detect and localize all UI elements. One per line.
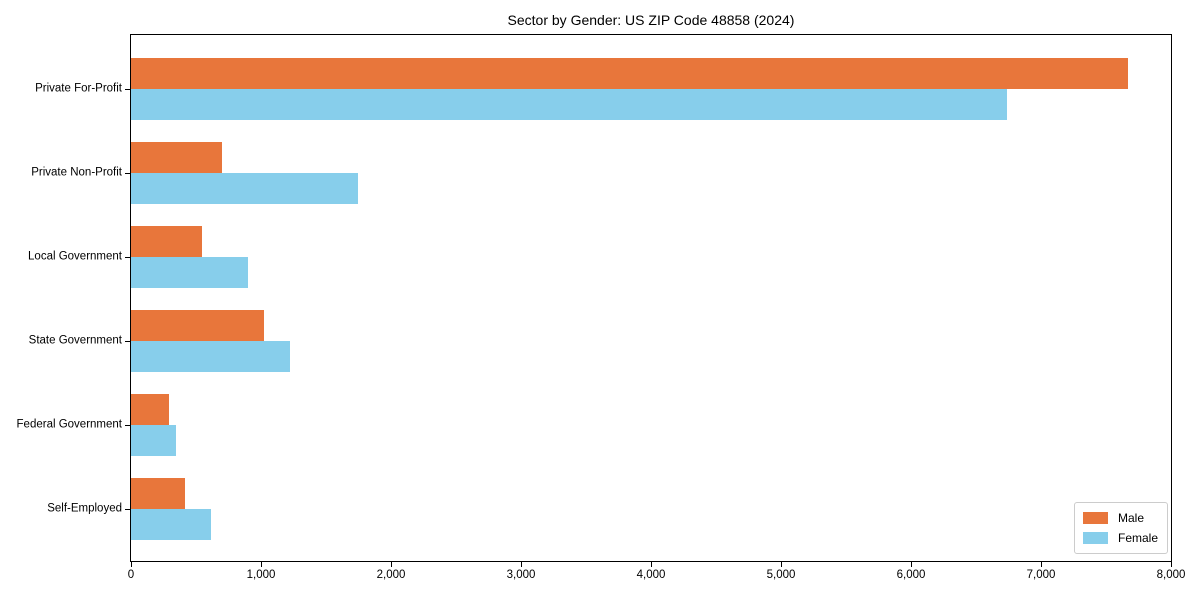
legend-swatch-male bbox=[1082, 512, 1108, 524]
y-tick-label-private-non-profit: Private Non-Profit bbox=[31, 166, 122, 179]
y-tick-label-private-for-profit: Private For-Profit bbox=[35, 82, 122, 95]
bar-male-self-employed bbox=[131, 478, 185, 509]
x-tick-mark bbox=[781, 562, 782, 567]
bar-female-federal-government bbox=[131, 425, 176, 456]
bar-male-private-non-profit bbox=[131, 142, 222, 173]
x-tick-mark bbox=[521, 562, 522, 567]
y-tick-mark bbox=[125, 509, 130, 510]
bar-male-federal-government bbox=[131, 394, 169, 425]
x-tick-label-3000: 3,000 bbox=[506, 569, 536, 581]
x-tick-label-6000: 6,000 bbox=[896, 569, 926, 581]
x-tick-label-5000: 5,000 bbox=[766, 569, 796, 581]
legend-label-male: Male bbox=[1117, 511, 1144, 525]
y-tick-mark bbox=[125, 89, 130, 90]
plot-area: Male Female bbox=[130, 34, 1172, 562]
x-tick-mark bbox=[911, 562, 912, 567]
y-tick-label-local-government: Local Government bbox=[28, 250, 122, 263]
y-tick-label-self-employed: Self-Employed bbox=[47, 502, 122, 515]
y-tick-mark bbox=[125, 173, 130, 174]
x-tick-mark bbox=[651, 562, 652, 567]
x-tick-mark bbox=[131, 562, 132, 567]
y-tick-mark bbox=[125, 341, 130, 342]
bar-female-private-non-profit bbox=[131, 173, 358, 204]
x-tick-label-4000: 4,000 bbox=[636, 569, 666, 581]
chart-title: Sector by Gender: US ZIP Code 48858 (202… bbox=[507, 12, 795, 28]
x-tick-label-8000: 8,000 bbox=[1156, 569, 1186, 581]
bar-male-private-for-profit bbox=[131, 58, 1128, 89]
x-tick-mark bbox=[1041, 562, 1042, 567]
x-tick-label-2000: 2,000 bbox=[376, 569, 406, 581]
legend-item-male: Male bbox=[1082, 508, 1158, 528]
x-tick-label-1000: 1,000 bbox=[246, 569, 276, 581]
legend: Male Female bbox=[1073, 502, 1168, 554]
legend-label-female: Female bbox=[1117, 531, 1158, 545]
x-tick-mark bbox=[261, 562, 262, 567]
bar-female-self-employed bbox=[131, 509, 211, 540]
x-tick-mark bbox=[1171, 562, 1172, 567]
bar-male-state-government bbox=[131, 310, 264, 341]
bar-female-local-government bbox=[131, 257, 248, 288]
bar-female-state-government bbox=[131, 341, 290, 372]
y-tick-label-state-government: State Government bbox=[28, 334, 122, 347]
y-tick-label-federal-government: Federal Government bbox=[16, 418, 122, 431]
y-tick-mark bbox=[125, 425, 130, 426]
x-tick-label-7000: 7,000 bbox=[1026, 569, 1056, 581]
legend-item-female: Female bbox=[1082, 528, 1158, 548]
legend-swatch-female bbox=[1082, 532, 1108, 544]
x-tick-label-0: 0 bbox=[127, 569, 135, 581]
x-tick-mark bbox=[391, 562, 392, 567]
bar-male-local-government bbox=[131, 226, 202, 257]
bar-female-private-for-profit bbox=[131, 89, 1007, 120]
y-tick-mark bbox=[125, 257, 130, 258]
